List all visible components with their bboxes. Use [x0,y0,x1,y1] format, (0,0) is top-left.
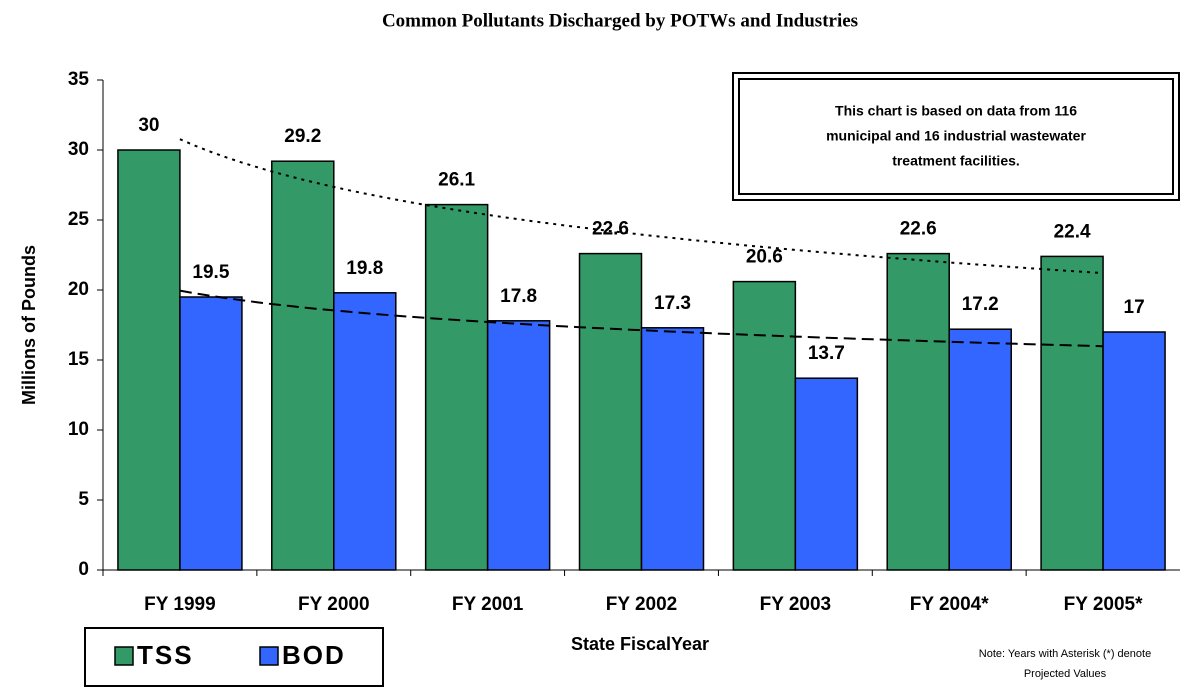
bar [1040,255,1104,571]
x-axis-label: State FiscalYear [571,634,709,654]
bar [578,252,643,571]
trendline [179,289,1104,348]
annotation: treatment facilities. [892,153,1020,169]
bar [179,296,243,571]
data-label: 22.4 [1054,221,1091,242]
y-tick-label: 25 [68,209,90,230]
annotation: municipal and 16 industrial wastewater [826,128,1086,144]
data-label: 17.8 [500,286,537,307]
y-tick-label: 20 [68,279,89,300]
data-label: 30 [138,115,159,136]
y-axis-label: Millions of Pounds [19,245,39,405]
legend-label: BOD [282,640,346,670]
bar [640,327,705,571]
data-label: 26.1 [438,170,475,191]
legend-box [84,627,384,687]
x-tick-label: FY 1999 [144,594,215,615]
data-label: 17.3 [654,293,691,314]
x-tick-label: FY 2003 [760,594,831,615]
data-label: 13.7 [808,343,845,364]
bar [1102,331,1166,571]
x-tick-label: FY 2004* [910,594,989,615]
bar [271,160,335,571]
y-tick-label: 30 [68,139,89,160]
note: Note: Years with Asterisk (*) denote [979,648,1151,660]
data-label: 22.6 [592,219,629,240]
trendline [179,138,1104,275]
data-label: 17 [1124,297,1145,318]
bar [117,149,181,571]
data-label: 19.8 [346,258,383,279]
legend-label: TSS [137,640,194,670]
bar [732,280,797,571]
bar [948,328,1012,571]
x-tick-label: FY 2002 [606,594,677,615]
bar [886,252,950,571]
bar [424,203,489,571]
y-tick-label: 5 [78,489,89,510]
y-tick-label: 0 [78,559,89,580]
x-tick-label: FY 2005* [1064,594,1143,615]
chart-title: Common Pollutants Discharged by POTWs an… [382,10,858,31]
bar [486,320,551,571]
bar [333,292,397,571]
data-label: 20.6 [746,247,783,268]
data-label: 29.2 [284,126,321,147]
bar [794,377,859,571]
data-label: 19.5 [192,262,229,283]
y-tick-label: 10 [68,419,89,440]
x-tick-label: FY 2000 [298,594,369,615]
annotation: This chart is based on data from 116 [835,103,1077,119]
note: Projected Values [1024,668,1107,680]
y-tick-label: 15 [68,349,90,370]
data-label: 17.2 [962,294,999,315]
legend-swatch [114,646,134,666]
legend-swatch [259,646,279,666]
annotation-box-inner [738,78,1174,195]
x-tick-label: FY 2001 [452,594,524,615]
y-tick-label: 35 [68,69,90,90]
annotation-box [732,72,1180,201]
data-label: 22.6 [900,219,937,240]
